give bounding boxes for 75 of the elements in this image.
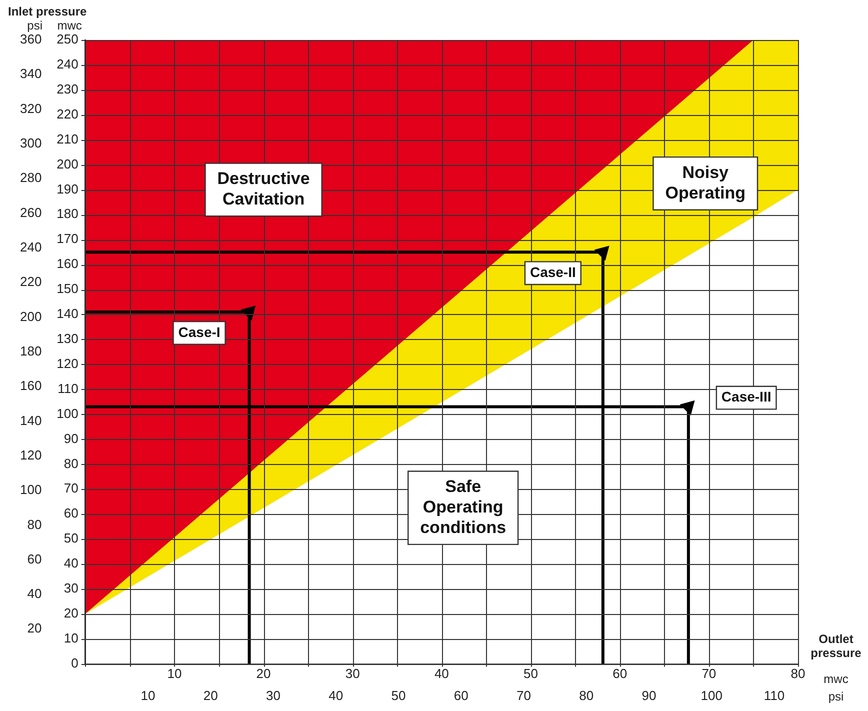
x2-tick-label: 10 <box>140 688 156 703</box>
y-tick-label: 130 <box>56 331 78 346</box>
y-tick-label: 190 <box>56 181 78 196</box>
series-label: Noisy Operating <box>665 162 746 202</box>
y2-tick-label: 20 <box>27 620 42 636</box>
x-tick-label: 20 <box>256 666 271 682</box>
annotation: Case-I <box>178 324 220 340</box>
x2-tick-label: 90 <box>642 688 656 703</box>
x2-tick-label: 110 <box>764 688 785 703</box>
x-axis-title: mwc <box>824 672 848 686</box>
y-tick-label: 200 <box>56 156 78 172</box>
x2-axis-title: psi <box>828 690 844 704</box>
y2-tick-label: 60 <box>27 551 42 566</box>
x-tick-label: 60 <box>612 666 628 682</box>
y2-tick-label: 300 <box>20 136 42 151</box>
y-tick-label: 120 <box>56 356 78 371</box>
y-tick-label: 100 <box>56 406 78 421</box>
y2-tick-label: 340 <box>20 66 42 82</box>
annotation: Case-III <box>721 388 772 405</box>
x2-tick-label: 30 <box>266 688 280 703</box>
y-tick-label: 80 <box>64 456 78 471</box>
x2-tick-label: 20 <box>203 688 218 703</box>
y-tick-label: 20 <box>64 605 78 620</box>
y2-tick-label: 120 <box>20 447 42 462</box>
y2-tick-label: 280 <box>20 170 42 186</box>
y2-tick-label: 160 <box>20 378 42 394</box>
y2-tick-label: 360 <box>20 32 42 47</box>
y2-tick-label: 180 <box>20 343 42 358</box>
x2-tick-label: 40 <box>328 688 344 703</box>
y-axis-title: mwc <box>57 18 82 32</box>
y-tick-label: 220 <box>56 106 78 122</box>
y-tick-label: 90 <box>64 430 78 446</box>
annotation: Case-II <box>530 264 576 280</box>
y-tick-label: 40 <box>64 556 78 571</box>
x2-tick-label: 50 <box>391 688 406 703</box>
y2-tick-label: 140 <box>20 412 42 428</box>
y-tick-label: 70 <box>64 480 78 496</box>
x2-tick-label: 60 <box>454 688 468 703</box>
x-tick-label: 70 <box>702 666 716 682</box>
y2-tick-label: 100 <box>20 482 42 498</box>
y-tick-label: 30 <box>64 580 78 596</box>
y-tick-label: 60 <box>64 506 78 521</box>
x-tick-label: 80 <box>790 666 806 682</box>
y-tick-label: 230 <box>56 81 78 96</box>
series-label: Destructive Cavitation <box>217 169 310 209</box>
y-tick-label: 250 <box>56 32 78 47</box>
y2-tick-label: 80 <box>27 516 42 532</box>
y2-tick-label: 200 <box>20 308 42 324</box>
x2-tick-label: 80 <box>579 688 594 703</box>
y-tick-label: 10 <box>64 630 78 646</box>
x-tick-label: 50 <box>524 666 538 682</box>
x2-tick-label: 70 <box>516 688 531 703</box>
text: Inlet pressure <box>8 4 88 18</box>
y-tick-label: 160 <box>56 256 78 272</box>
x2-tick-label: 100 <box>700 688 722 703</box>
y-tick-label: 180 <box>56 206 78 222</box>
x-tick-label: 30 <box>345 666 360 682</box>
y2-tick-label: 240 <box>20 240 42 255</box>
x-tick-label: 40 <box>434 666 449 682</box>
y2-tick-label: 260 <box>20 204 42 220</box>
y2-tick-label: 220 <box>20 274 42 290</box>
y-tick-label: 240 <box>56 56 78 72</box>
series-label: Safe Operating conditions <box>420 477 506 537</box>
y2-tick-label: 320 <box>20 100 42 116</box>
y2-tick-label: 40 <box>27 586 42 602</box>
y-tick-label: 140 <box>56 306 78 322</box>
y-tick-label: 110 <box>58 380 78 396</box>
y-tick-label: 170 <box>56 231 78 246</box>
y-tick-label: 150 <box>56 281 78 296</box>
y2-axis-title: psi <box>27 18 43 32</box>
y-tick-label: 50 <box>64 530 78 546</box>
y-tick-label: 210 <box>56 131 78 146</box>
text: Outlet pressure <box>810 632 862 660</box>
y-tick-label: 0 <box>71 655 78 670</box>
x-tick-label: 10 <box>167 666 182 682</box>
